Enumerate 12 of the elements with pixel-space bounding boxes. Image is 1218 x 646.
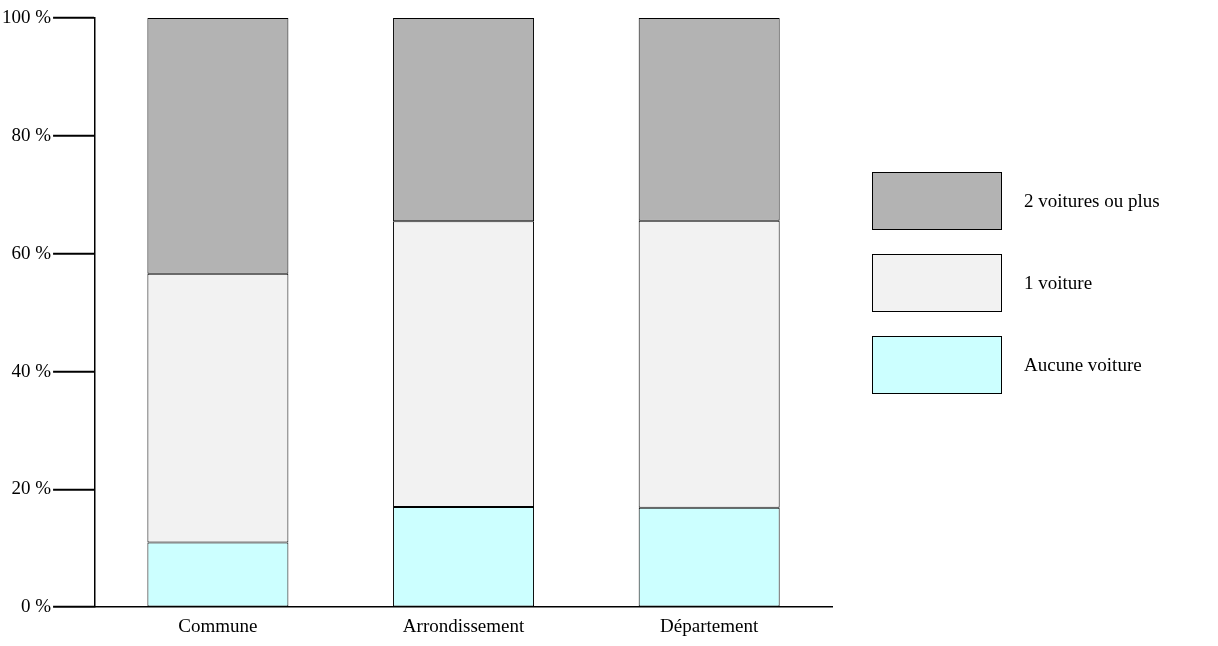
y-tick-label: 20 % — [11, 477, 52, 499]
x-tick-label: Commune — [178, 614, 258, 636]
x-tick-label: Département — [660, 614, 759, 636]
y-tick-label: 0 % — [21, 595, 52, 617]
y-tick-label: 40 % — [11, 359, 52, 381]
text: 1 voiture — [1024, 272, 1093, 294]
x-tick-label: Arrondissement — [402, 614, 525, 636]
y-tick-label: 100 % — [2, 5, 52, 27]
text: Aucune voiture — [1024, 354, 1142, 376]
y-tick-label: 80 % — [11, 123, 52, 145]
y-tick-label: 60 % — [11, 241, 52, 263]
text: 2 voitures ou plus — [1024, 190, 1160, 212]
